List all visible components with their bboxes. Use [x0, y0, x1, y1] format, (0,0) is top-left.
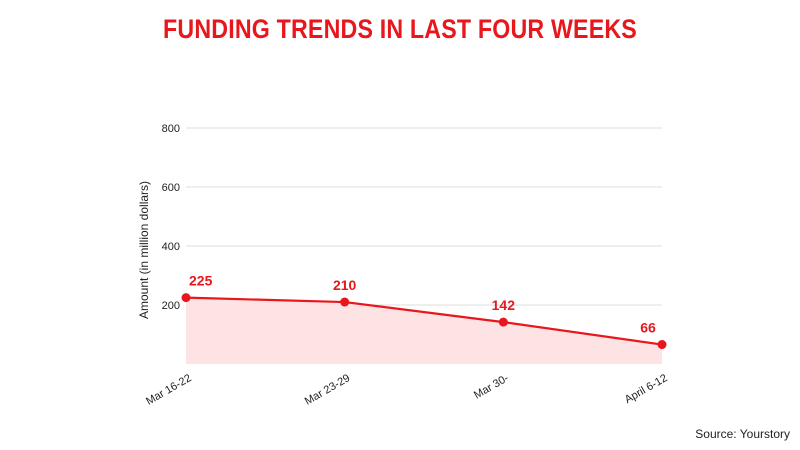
data-label: 225: [189, 273, 213, 289]
x-tick-label: Mar 30-: [472, 372, 511, 402]
y-tick-label: 200: [162, 300, 180, 312]
y-axis-label: Amount (in million dollars): [137, 181, 151, 319]
y-tick-labels: 200 400 600 800: [162, 123, 180, 312]
data-label: 210: [333, 277, 357, 293]
data-label: 142: [492, 297, 516, 313]
series-line: [185, 296, 663, 346]
data-point: [498, 317, 508, 327]
chart-title: FUNDING TRENDS IN LAST FOUR WEEKS: [163, 14, 637, 44]
data-point: [657, 340, 667, 350]
data-point: [340, 297, 350, 307]
data-point: [181, 293, 191, 303]
data-points: [181, 293, 667, 350]
series-line-path: [185, 296, 663, 346]
data-label: 66: [640, 320, 656, 336]
area-fill: [186, 297, 662, 364]
x-tick-label: Mar 16-22: [144, 372, 193, 407]
area-fill-shape: [186, 297, 662, 364]
x-tick-labels: Mar 16-22 Mar 23-29 Mar 30- April 6-12: [144, 372, 669, 408]
y-tick-label: 400: [162, 241, 180, 253]
y-tick-label: 800: [162, 123, 180, 135]
source-note: Source: Yourstory: [695, 427, 790, 441]
data-labels: 225 210 142 66: [189, 273, 656, 336]
x-tick-label: Mar 23-29: [303, 372, 352, 407]
y-tick-label: 600: [162, 182, 180, 194]
x-tick-label: April 6-12: [623, 372, 670, 406]
gridlines: [186, 127, 662, 306]
